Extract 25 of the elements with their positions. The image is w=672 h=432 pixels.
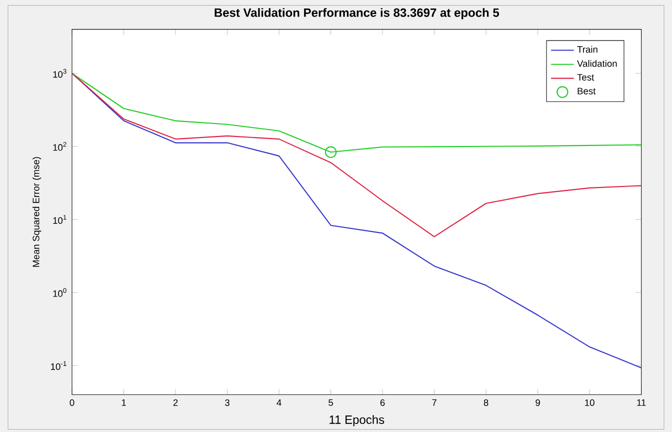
y-tick-label: 10$^{1}$ bbox=[53, 215, 66, 224]
x-tick-label: 10 bbox=[585, 399, 594, 406]
x-tick-label: 1 bbox=[122, 399, 126, 406]
x-tick-label: 0 bbox=[70, 399, 74, 406]
x-tick-label: 3 bbox=[225, 399, 230, 406]
legend-label: Best bbox=[578, 88, 596, 94]
legend-label: Validation bbox=[577, 60, 617, 67]
y-tick-label: 10$^{0}$ bbox=[53, 288, 66, 297]
y-axis-title: Mean Squared Error (mse) bbox=[32, 157, 42, 267]
x-tick-label: 6 bbox=[380, 399, 385, 406]
y-tick-label: 10$^{-1}$ bbox=[51, 361, 66, 370]
legend-label: Train bbox=[577, 46, 598, 53]
x-tick-label: 9 bbox=[536, 399, 540, 406]
y-tick-label: 10$^{3}$ bbox=[53, 68, 66, 78]
legend-label: Test bbox=[577, 74, 594, 81]
x-tick-label: 8 bbox=[484, 399, 488, 406]
x-tick-label: 7 bbox=[432, 399, 436, 406]
x-axis-title: 11 Epochs bbox=[330, 415, 384, 426]
x-tick-label: 2 bbox=[173, 399, 178, 406]
chart-title: Best Validation Performance is 83.3697 at epoch 5 bbox=[214, 8, 500, 20]
x-tick-label: 5 bbox=[328, 399, 333, 406]
line-series bbox=[72, 72, 642, 238]
y-tick-label: 10$^{2}$ bbox=[53, 142, 66, 151]
x-tick-label: 4 bbox=[276, 399, 282, 406]
x-tick-label: 11 bbox=[637, 399, 646, 406]
